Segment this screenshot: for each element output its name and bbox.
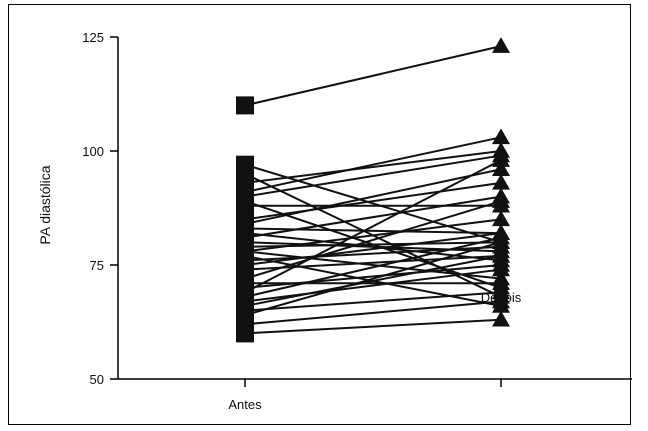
y-tick-label: 50 <box>90 372 104 387</box>
pair-line <box>244 136 502 194</box>
y-tick-label: 100 <box>82 144 104 159</box>
pair-line <box>244 159 502 294</box>
after-triangle-point <box>492 210 510 227</box>
pair-line <box>244 218 502 253</box>
y-axis-title: PA diastólica <box>37 165 53 244</box>
pair-line <box>244 318 502 335</box>
pair-line <box>244 227 502 235</box>
pair-line <box>244 241 502 317</box>
before-square-point <box>236 96 254 115</box>
pair-line <box>244 168 502 225</box>
after-triangle-point <box>492 310 510 327</box>
pair-line <box>244 45 502 107</box>
after-triangle-point <box>492 128 510 145</box>
x-ticks: Antes <box>228 379 502 412</box>
y-ticks: 50 75 100 125 <box>82 30 118 387</box>
pair-lines <box>244 45 502 335</box>
pair-line <box>244 181 502 221</box>
pair-line <box>244 264 502 289</box>
pair-line <box>244 236 502 298</box>
chart-frame <box>8 4 631 425</box>
pair-line <box>244 254 502 271</box>
y-tick-label: 75 <box>90 258 104 273</box>
x-tick-label-depois: Depois <box>481 290 522 305</box>
after-triangle-point <box>492 37 510 53</box>
pair-line <box>244 300 502 326</box>
after-triangle-point <box>492 283 510 300</box>
after-triangle-point <box>492 160 510 176</box>
before-square-point <box>236 324 254 343</box>
after-triangle-point <box>492 151 510 167</box>
after-triangle-point <box>492 274 510 290</box>
pair-line <box>244 200 502 280</box>
after-triangle-point <box>492 173 510 190</box>
pair-line <box>244 154 502 198</box>
before-square-point <box>236 196 254 215</box>
x-tick-label-antes: Antes <box>228 397 262 412</box>
after-triangle-point <box>492 192 510 208</box>
pair-line <box>244 150 502 184</box>
after-triangle-point <box>492 292 510 309</box>
after-triangle-point <box>492 260 510 277</box>
pair-line <box>244 195 502 239</box>
before-markers <box>236 96 254 343</box>
pair-line <box>244 245 502 262</box>
after-triangle-point <box>492 233 510 249</box>
y-tick-label: 125 <box>82 30 104 45</box>
after-triangle-point <box>492 246 510 263</box>
pair-line <box>244 291 502 312</box>
pair-line <box>244 268 502 303</box>
axes <box>117 37 632 380</box>
after-markers <box>492 37 510 327</box>
pair-line <box>244 232 502 266</box>
pair-line <box>244 254 502 308</box>
